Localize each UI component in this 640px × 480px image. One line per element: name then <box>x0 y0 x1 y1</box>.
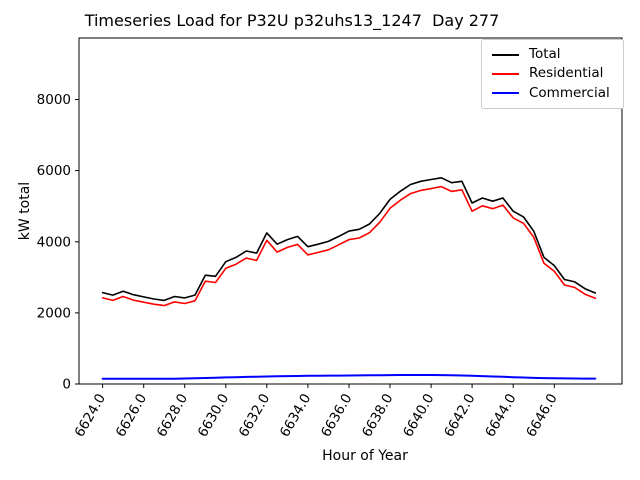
legend-label-residential: Residential <box>529 65 604 82</box>
x-tick-label: 6624.0 <box>72 391 109 440</box>
series-line-total <box>101 177 597 302</box>
chart-title: Timeseries Load for P32U p32uhs13_1247 D… <box>84 11 500 30</box>
y-tick-label: 6000 <box>37 163 71 179</box>
series-line-residential <box>101 185 597 307</box>
x-tick-label: 6644.0 <box>482 391 519 440</box>
x-tick-label: 6626.0 <box>113 391 150 440</box>
x-tick-label: 6632.0 <box>236 391 273 440</box>
series-line-commercial <box>101 374 597 380</box>
legend-label-total: Total <box>529 45 561 62</box>
legend: Total Residential Commercial <box>481 39 624 109</box>
x-tick-label: 6646.0 <box>523 391 560 440</box>
x-tick-label: 6630.0 <box>195 391 232 440</box>
legend-line-residential-icon <box>492 73 519 75</box>
x-tick-label: 6634.0 <box>277 391 314 440</box>
y-tick-label: 8000 <box>37 92 71 108</box>
x-tick-label: 6638.0 <box>359 391 396 440</box>
y-tick-label: 2000 <box>37 305 71 321</box>
x-axis-label: Hour of Year <box>322 448 408 464</box>
legend-item-residential: Residential <box>492 67 613 81</box>
x-tick-label: 6636.0 <box>318 391 355 440</box>
y-tick-label: 4000 <box>37 234 71 250</box>
axes-frame <box>78 37 623 385</box>
x-tick-label: 6628.0 <box>154 391 191 440</box>
legend-item-total: Total <box>492 45 613 62</box>
legend-line-commercial-icon <box>492 92 519 95</box>
x-tick-label: 6642.0 <box>441 391 478 440</box>
x-tick-label: 6640.0 <box>400 391 437 440</box>
legend-item-commercial: Commercial <box>492 84 613 101</box>
y-tick-label: 0 <box>62 377 71 393</box>
legend-label-commercial: Commercial <box>529 84 610 101</box>
legend-line-total-icon <box>492 53 519 56</box>
